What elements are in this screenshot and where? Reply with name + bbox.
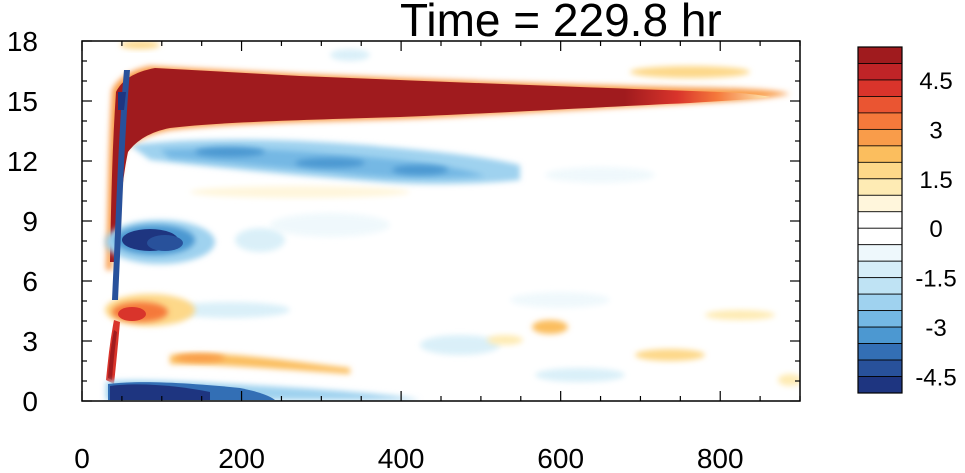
colorbar-frame [857, 46, 903, 394]
colorbar-swatch [857, 112, 903, 130]
positive-band-15km [106, 66, 790, 270]
heatmap-field [82, 41, 800, 401]
colorbar-swatch [857, 46, 903, 64]
colorbar-swatch [857, 96, 903, 114]
colorbar-label: 4.5 [919, 68, 952, 95]
colorbar-swatch [857, 227, 903, 246]
colorbar-swatch [857, 161, 903, 180]
colorbar-swatch [857, 178, 903, 196]
colorbar-swatch [857, 359, 903, 377]
x-tick-label: 600 [537, 443, 584, 473]
faint-negative-areas [170, 49, 760, 382]
negative-surface-band [106, 380, 420, 400]
colorbar-swatch [857, 343, 903, 361]
x-tick-label: 0 [74, 443, 90, 473]
colorbar-label: -4.5 [915, 365, 956, 392]
positive-streak-2km [170, 353, 350, 374]
faint-positive-areas [120, 41, 800, 386]
y-tick-label: 15 [7, 86, 38, 117]
colorbar-swatch [857, 376, 903, 394]
y-tick-label: 18 [7, 26, 38, 57]
x-axis: 0 200 400 600 800 [74, 41, 801, 473]
colorbar-label: -1.5 [915, 266, 956, 293]
colorbar-label: 0 [929, 216, 942, 243]
colorbar-label: 3 [929, 117, 942, 144]
colorbar-swatch [857, 128, 903, 147]
negative-blob-8km [105, 220, 215, 264]
colorbar-swatch [857, 326, 903, 344]
y-tick-label: 9 [22, 206, 38, 237]
colorbar-swatch [857, 145, 903, 163]
colorbar-swatch [857, 293, 903, 312]
x-tick-label: 200 [218, 443, 265, 473]
y-tick-label: 0 [22, 386, 38, 417]
colorbar-swatch [857, 79, 903, 97]
left-negative-column [112, 70, 130, 300]
negative-band-12km [130, 139, 520, 185]
colorbar-swatch [857, 310, 903, 328]
y-tick-label: 3 [22, 326, 38, 357]
y-tick-label: 12 [7, 146, 38, 177]
colorbar: 4.5 3 1.5 0 -1.5 -3 -4.5 [857, 46, 957, 394]
colorbar-label: 1.5 [919, 167, 952, 194]
positive-blob-4km [105, 294, 195, 326]
colorbar-swatch [857, 194, 903, 213]
chart-title: Time = 229.8 hr [400, 0, 722, 46]
x-tick-label: 400 [378, 443, 425, 473]
y-axis: 0 3 6 9 12 15 18 [7, 26, 800, 417]
colorbar-swatch [857, 244, 903, 262]
colorbar-swatch [857, 260, 903, 279]
x-tick-label: 800 [697, 443, 744, 473]
left-positive-column [106, 320, 120, 384]
y-tick-label: 6 [22, 266, 38, 297]
colorbar-swatch [857, 277, 903, 295]
colorbar-swatch [857, 211, 903, 229]
colorbar-label: -3 [925, 315, 946, 342]
colorbar-swatch [857, 63, 903, 81]
